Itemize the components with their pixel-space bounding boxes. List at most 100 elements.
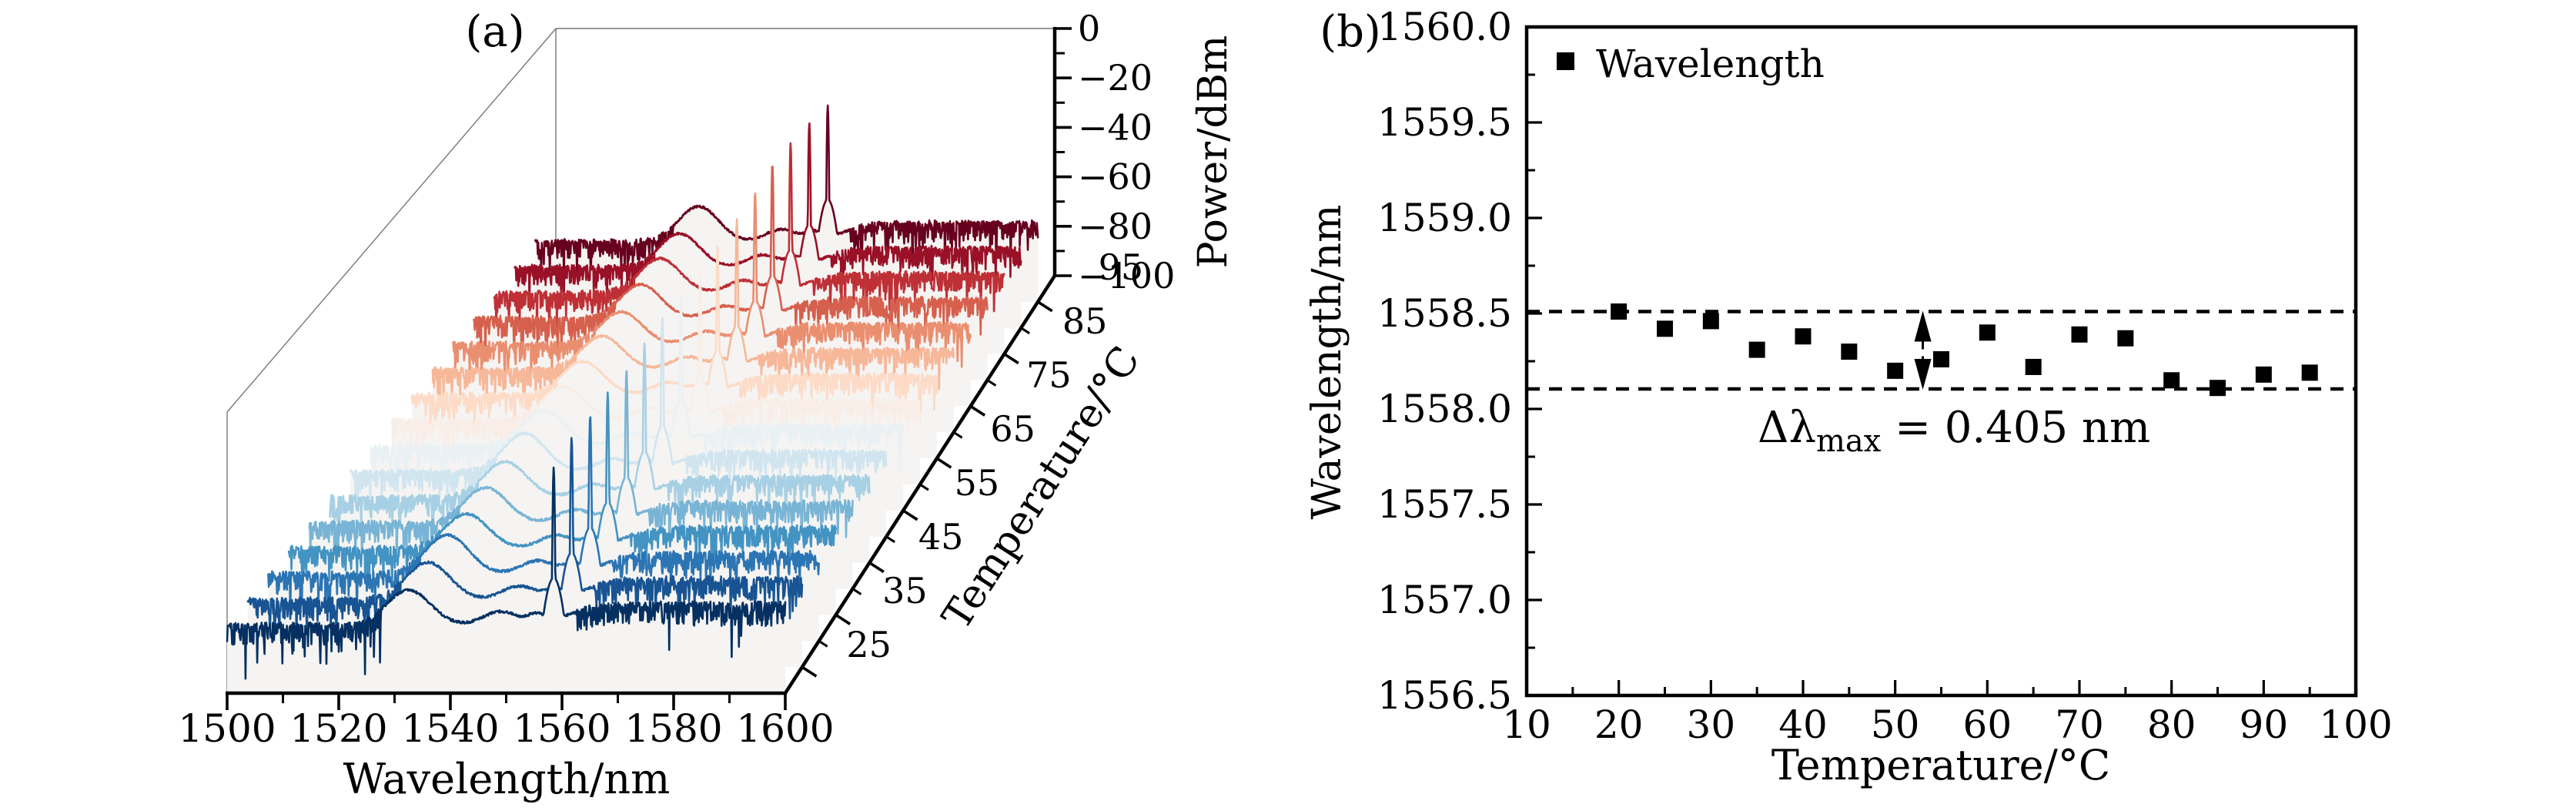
data-point-square (2025, 358, 2042, 375)
data-point-square (1702, 313, 1719, 330)
power-tick-label: −20 (1078, 57, 1153, 99)
data-point-square (2163, 372, 2180, 389)
temperature-major-tick (835, 613, 851, 625)
data-point-square (1657, 320, 1673, 337)
spectrum-curve-20C (226, 466, 787, 680)
spectrum-curve-80C (473, 166, 989, 364)
spectrum-curve-30C (267, 416, 820, 625)
temperature-minor-tick (818, 639, 828, 648)
spectrum-curve-60C (390, 272, 922, 475)
panel-a-xaxis-title: Wavelength/nm (343, 755, 671, 803)
data-point-square (1979, 324, 1996, 341)
x-tick-label: 80 (2147, 702, 2196, 747)
spectrum-curve-45C (329, 342, 871, 538)
spectrum-curve-85C (493, 142, 1005, 347)
annotation-subscript: max (1816, 424, 1882, 459)
x-tick-label: 10 (1502, 702, 1551, 747)
temperature-tick-label: 65 (990, 408, 1035, 450)
annotation-suffix: = 0.405 nm (1881, 403, 2150, 453)
panel-b-yaxis-title: Wavelength/nm (1304, 205, 1350, 520)
data-point-square (2071, 326, 2088, 343)
y-tick-label: 1559.0 (1377, 196, 1512, 240)
x-tick-label: 90 (2240, 702, 2289, 747)
wavelength-tick-label: 1500 (178, 706, 276, 751)
temperature-major-tick (801, 665, 818, 678)
x-tick-label: 40 (1778, 702, 1828, 747)
data-point-square (1748, 341, 1765, 358)
legend-label: Wavelength (1596, 42, 1825, 86)
power-tick-label: −40 (1078, 106, 1153, 148)
panel-b-plot: 10 20 30 40 50 60 70 80 90 100 1556.5 1557.0 1557.5 1… (1377, 5, 2393, 747)
temperature-major-tick (868, 561, 885, 574)
panel-b-xaxis-title: Temperature/°C (1771, 741, 2110, 789)
spectrum-curve-40C (308, 370, 854, 571)
wavelength-tick-label: 1540 (401, 706, 499, 751)
x-tick-label: 30 (1687, 702, 1736, 747)
power-tick-label: −80 (1078, 206, 1153, 247)
annotation-prefix: Δλ (1758, 403, 1816, 453)
y-tick-label: 1558.5 (1377, 291, 1512, 336)
arrow-head-down-icon (1914, 358, 1932, 390)
data-point-square (1795, 328, 1812, 345)
panel-b-label: (b) (1320, 7, 1381, 57)
temperature-major-tick (969, 404, 986, 417)
spectrum-curve-55C (370, 297, 905, 494)
x-tick-label: 50 (1871, 702, 1920, 747)
y-tick-label: 1556.5 (1377, 673, 1512, 718)
wavelength-tick-label: 1580 (624, 706, 722, 751)
y-tick-label: 1557.5 (1377, 482, 1512, 527)
spectrum-curve-50C (349, 317, 888, 526)
spectrum-curve-75C (452, 192, 972, 399)
temperature-tick-label: 25 (846, 624, 892, 665)
power-tick-label: −100 (1078, 255, 1175, 297)
wavelength-tick-label: 1600 (736, 706, 834, 751)
x-tick-label: 70 (2055, 702, 2104, 747)
y-tick-label: 1558.0 (1377, 387, 1512, 431)
spectrum-curve-95C (534, 104, 1039, 283)
data-point-square (2117, 330, 2134, 347)
data-point-square (2301, 364, 2318, 381)
temperature-minor-tick (1020, 327, 1030, 335)
box-edge-line (226, 28, 557, 413)
spectrum-curve-70C (431, 218, 955, 417)
y-tick-label: 1559.5 (1377, 100, 1512, 145)
x-tick-label: 100 (2319, 702, 2392, 747)
panel-a-label: (a) (465, 7, 524, 57)
temperature-tick-label: 95 (1099, 246, 1144, 288)
y-tick-label: 1560.0 (1377, 5, 1512, 49)
spectrum-curve-35C (287, 391, 837, 596)
data-point-square (1933, 351, 1949, 368)
temperature-major-tick (902, 509, 918, 521)
data-point-square (2210, 380, 2226, 397)
data-point-square (2255, 366, 2272, 383)
temperature-minor-tick (952, 431, 963, 439)
legend-square-marker-icon (1557, 52, 1574, 70)
temperature-tick-label: 55 (955, 462, 1000, 504)
wavelength-tick-label: 1520 (289, 706, 387, 751)
data-point-square (1841, 344, 1858, 360)
wavelength-tick-label: 1560 (513, 706, 611, 751)
spectrum-curve-25C (246, 437, 804, 653)
temperature-tick-label: 35 (882, 570, 928, 612)
power-tick-label: −60 (1078, 156, 1153, 198)
temperature-major-tick (935, 457, 952, 469)
temperature-tick-label: 75 (1026, 354, 1072, 396)
panel-a-power-axis-title: Power/dBm (1190, 35, 1236, 269)
y-tick-label: 1557.0 (1377, 578, 1512, 622)
temperature-minor-tick (919, 483, 929, 491)
panel-b-legend: Wavelength (1557, 42, 1825, 86)
panel-a-axes: 1500 1520 1540 1560 1580 1600 0 −20 −40 −60 −80 −10… (178, 8, 1175, 751)
temperature-minor-tick (986, 379, 997, 387)
temperature-minor-tick (885, 535, 895, 544)
temperature-tick-label: 45 (918, 516, 964, 558)
spectrum-fill-20C (227, 467, 785, 693)
data-point-square (1887, 362, 1904, 379)
x-tick-label: 20 (1594, 702, 1644, 747)
x-tick-label: 60 (1963, 702, 2012, 747)
temperature-minor-tick (851, 588, 862, 595)
spectrum-curve-90C (514, 122, 1022, 315)
temperature-major-tick (1037, 300, 1053, 313)
panel-a-spectra (226, 104, 1039, 693)
